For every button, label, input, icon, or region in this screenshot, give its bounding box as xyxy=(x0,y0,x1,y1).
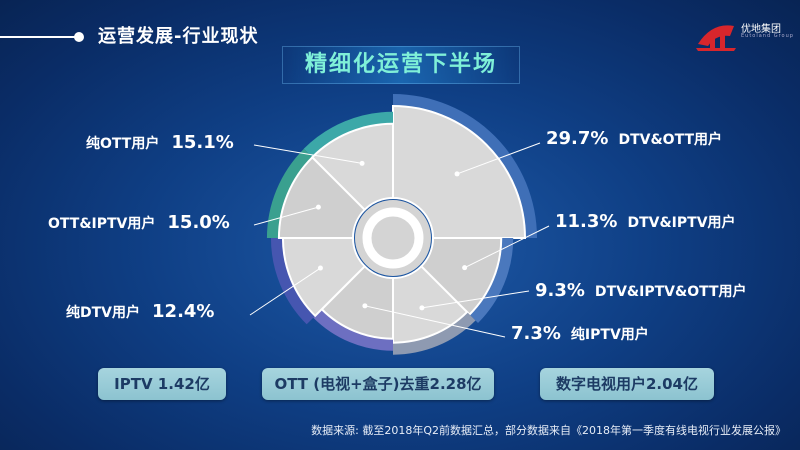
slice-value-6: 15.1% xyxy=(171,132,234,153)
rose-sector-2 xyxy=(392,264,469,344)
rose-sector-1 xyxy=(419,237,503,316)
slice-label-2: 9.3% DTV&IPTV&OTT用户 xyxy=(535,280,747,301)
leader-line-3 xyxy=(364,305,506,338)
leader-dot-1 xyxy=(462,265,468,271)
leader-dot-4 xyxy=(317,265,323,271)
slice-name-5: OTT&IPTV用户 xyxy=(48,216,156,232)
logo-subtext: Eutoland Group xyxy=(741,33,794,39)
slice-label-3: 7.3% 纯IPTV用户 xyxy=(511,323,649,344)
slice-name-3: 纯IPTV用户 xyxy=(570,327,649,343)
rose-sector-5 xyxy=(277,155,367,239)
rose-ring-5 xyxy=(266,148,313,238)
logo-text: 优地集团 xyxy=(741,24,781,35)
leader-line-4 xyxy=(249,267,321,316)
leader-dot-5 xyxy=(315,204,321,210)
slice-value-2: 9.3% xyxy=(535,280,585,301)
slice-value-3: 7.3% xyxy=(511,323,561,344)
rose-ring-6 xyxy=(303,111,393,158)
slice-label-1: 11.3% DTV&IPTV用户 xyxy=(555,211,736,232)
slice-value-0: 29.7% xyxy=(546,128,609,149)
slice-value-1: 11.3% xyxy=(555,211,618,232)
company-logo-icon xyxy=(696,25,736,51)
slice-label-5: OTT&IPTV用户 15.0% xyxy=(48,212,230,233)
leader-dot-0 xyxy=(454,171,460,177)
slice-name-1: DTV&IPTV用户 xyxy=(627,215,736,231)
main-title: 精细化运营下半场 xyxy=(282,46,520,84)
slice-name-4: 纯DTV用户 xyxy=(66,305,141,321)
stat-ott: OTT (电视+盒子)去重2.28亿 xyxy=(262,368,494,400)
leader-dot-3 xyxy=(362,303,368,309)
stat-iptv: IPTV 1.42亿 xyxy=(98,368,226,400)
slice-label-4: 纯DTV用户 12.4% xyxy=(66,301,214,322)
header-line xyxy=(0,36,78,38)
leader-line-6 xyxy=(253,144,363,164)
leader-line-0 xyxy=(456,142,541,175)
slice-name-0: DTV&OTT用户 xyxy=(618,132,722,148)
rose-ring-4 xyxy=(270,238,316,325)
slice-label-6: 纯OTT用户 15.1% xyxy=(86,132,234,153)
source-note: 数据来源: 截至2018年Q2前数据汇总，部分数据来自《2018年第一季度有线电… xyxy=(311,424,786,437)
slice-value-4: 12.4% xyxy=(152,301,215,322)
rose-ring-0 xyxy=(393,94,537,238)
leader-dot-6 xyxy=(359,160,365,166)
rose-sector-0 xyxy=(392,104,527,239)
leader-dot-2 xyxy=(419,305,425,311)
stat-dtv: 数字电视用户2.04亿 xyxy=(540,368,714,400)
leader-line-1 xyxy=(464,225,550,269)
section-title: 运营发展-行业现状 xyxy=(98,26,259,47)
leader-line-5 xyxy=(253,206,319,226)
rose-sector-6 xyxy=(310,122,394,212)
leader-line-2 xyxy=(421,290,530,309)
header-dot xyxy=(74,32,84,42)
center-ring xyxy=(362,207,424,269)
slice-value-5: 15.0% xyxy=(167,212,230,233)
slice-name-6: 纯OTT用户 xyxy=(86,136,160,152)
slice-label-0: 29.7% DTV&OTT用户 xyxy=(546,128,722,149)
slice-name-2: DTV&IPTV&OTT用户 xyxy=(594,284,747,300)
